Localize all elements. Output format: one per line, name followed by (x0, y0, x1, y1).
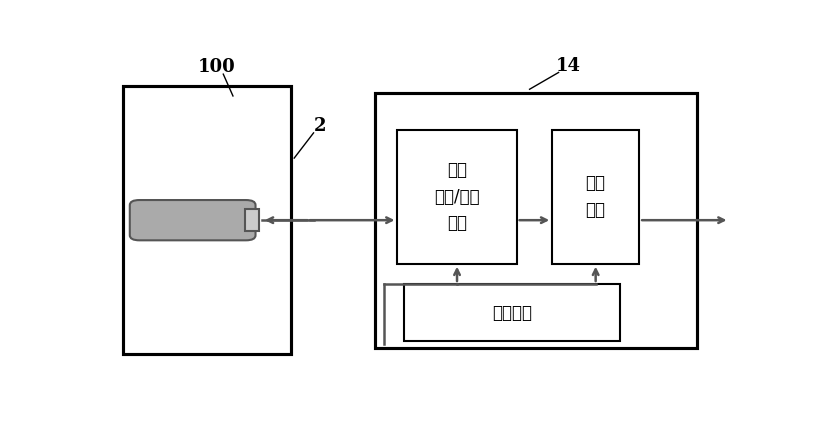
Bar (123, 86, 291, 354)
Bar (375, 92, 697, 348)
Bar (398, 129, 517, 264)
FancyBboxPatch shape (130, 200, 255, 240)
Text: 2: 2 (314, 117, 326, 135)
Bar (404, 284, 620, 341)
Text: 信号
采集/处理
模块: 信号 采集/处理 模块 (434, 161, 480, 232)
Bar (552, 129, 639, 264)
Text: 通信
模块: 通信 模块 (586, 174, 606, 219)
Text: 14: 14 (556, 57, 581, 75)
Text: 电源模块: 电源模块 (492, 303, 532, 321)
Bar (245, 209, 259, 231)
Text: 100: 100 (198, 58, 235, 76)
